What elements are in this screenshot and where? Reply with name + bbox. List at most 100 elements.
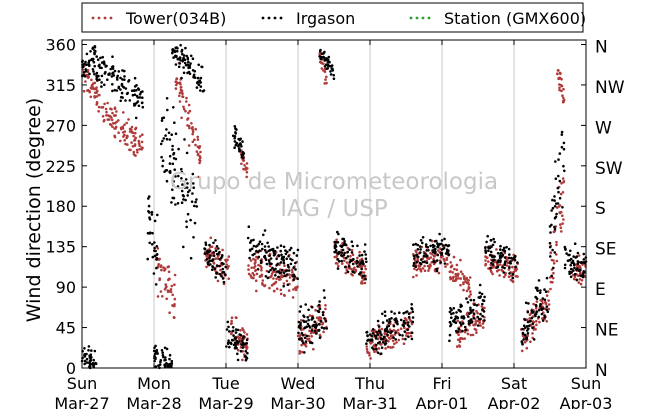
data-point: [319, 57, 322, 61]
data-point: [236, 352, 239, 356]
data-point: [311, 324, 315, 328]
data-point: [211, 265, 215, 269]
data-point: [551, 198, 554, 202]
data-point: [284, 249, 287, 252]
data-point: [449, 276, 452, 279]
data-point: [565, 252, 568, 255]
data-point: [190, 122, 193, 125]
data-point: [491, 272, 494, 276]
data-point: [284, 252, 288, 256]
data-point: [449, 270, 452, 273]
data-point: [456, 319, 460, 323]
data-point: [559, 192, 563, 196]
data-point: [182, 56, 185, 60]
data-point: [242, 167, 245, 171]
data-point: [250, 247, 254, 251]
data-point: [534, 312, 538, 315]
data-point: [191, 192, 194, 195]
data-point: [169, 288, 173, 291]
data-point: [324, 304, 327, 307]
data-point: [89, 95, 93, 99]
data-point: [307, 318, 310, 322]
data-point: [463, 330, 467, 334]
data-point: [289, 262, 293, 266]
data-point: [249, 241, 252, 244]
data-point: [306, 337, 309, 341]
data-point: [553, 225, 556, 229]
data-point: [572, 263, 576, 267]
data-point: [555, 243, 558, 247]
data-point: [241, 336, 245, 340]
data-point: [444, 265, 447, 268]
data-point: [581, 274, 585, 277]
data-point: [297, 331, 300, 335]
data-point: [458, 340, 462, 344]
data-point: [193, 138, 196, 141]
data-point: [418, 261, 422, 265]
data-point: [552, 271, 555, 275]
data-point: [415, 260, 419, 264]
data-point: [219, 256, 223, 260]
data-point: [221, 277, 225, 280]
vertical-gridlines: [153, 40, 515, 368]
data-point: [179, 83, 182, 86]
data-point: [567, 253, 570, 257]
data-point: [167, 131, 171, 135]
data-point: [481, 326, 485, 329]
data-point: [93, 349, 97, 353]
data-point: [227, 339, 230, 343]
data-point: [300, 337, 303, 340]
data-point: [510, 274, 513, 278]
x-tick-labels: SunMar-27MonMar-28TueMar-29WedMar-30ThuM…: [54, 374, 612, 409]
data-point: [376, 351, 380, 355]
data-point: [210, 245, 214, 248]
data-point: [85, 352, 88, 356]
data-point: [366, 334, 369, 337]
data-point: [100, 81, 103, 84]
data-point: [156, 213, 159, 217]
data-point: [484, 259, 487, 262]
data-point: [246, 351, 249, 355]
data-point: [286, 283, 290, 287]
data-point: [180, 167, 183, 171]
data-point: [358, 254, 361, 257]
data-point: [238, 333, 241, 336]
data-point: [411, 310, 415, 314]
data-point: [360, 280, 364, 283]
data-point: [147, 204, 151, 208]
data-point: [185, 151, 189, 155]
data-point: [554, 215, 558, 219]
data-point: [168, 362, 172, 366]
legend-marker: [421, 16, 425, 20]
data-point: [537, 315, 540, 319]
data-point: [193, 204, 196, 208]
data-point: [480, 292, 484, 296]
data-point: [559, 223, 562, 226]
data-point: [322, 330, 325, 334]
data-point: [547, 307, 551, 311]
data-point: [407, 331, 410, 335]
data-point: [534, 303, 538, 307]
data-point: [134, 127, 137, 131]
data-point: [252, 273, 256, 277]
data-point: [186, 194, 189, 197]
data-point: [460, 316, 463, 319]
data-point: [508, 266, 511, 269]
data-point: [212, 254, 216, 257]
data-point: [556, 186, 560, 190]
data-point: [537, 279, 541, 282]
data-point: [405, 319, 408, 322]
data-point: [487, 249, 490, 252]
data-point: [469, 308, 472, 312]
data-point: [572, 255, 575, 258]
data-point: [528, 324, 531, 328]
data-point: [188, 189, 191, 192]
data-point: [174, 132, 178, 135]
data-point: [287, 254, 290, 258]
data-point: [246, 236, 250, 240]
legend-marker: [91, 16, 95, 20]
data-point: [214, 239, 217, 242]
data-point: [458, 309, 461, 312]
data-point: [549, 231, 552, 234]
